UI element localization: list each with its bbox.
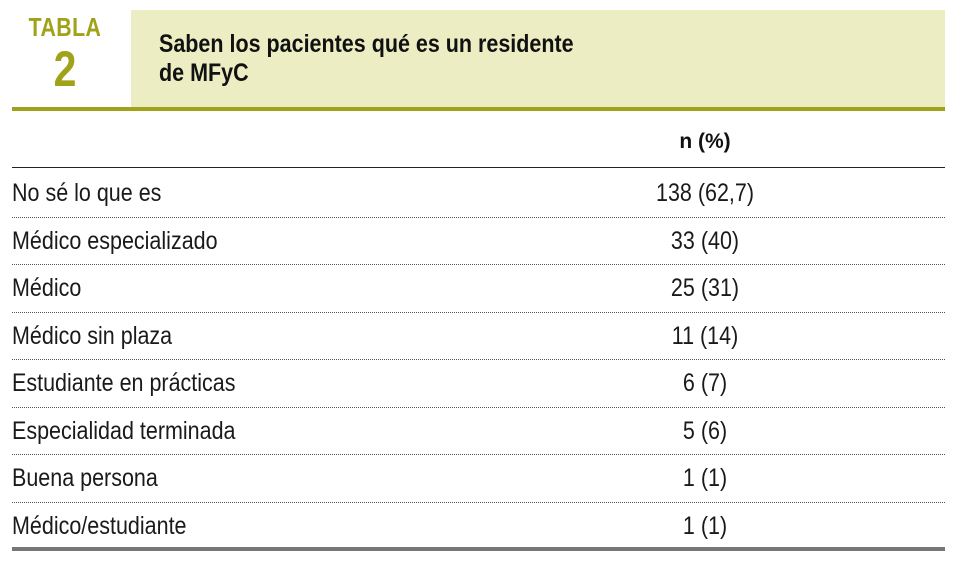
row-label: Especialidad terminada	[12, 416, 236, 445]
row-value: 25 (31)	[670, 274, 740, 302]
table-bottom-rule	[12, 547, 945, 551]
row-label: No sé lo que es	[12, 179, 162, 207]
row-label: Médico sin plaza	[12, 321, 173, 350]
table-row: Estudiante en prácticas 6 (7)	[12, 360, 945, 408]
row-value: 1 (1)	[682, 464, 728, 492]
table-row: Médico/estudiante 1 (1)	[12, 503, 945, 550]
table-label: TABLA 2	[12, 12, 118, 108]
table-row: Médico 25 (31)	[12, 265, 945, 313]
row-label: Médico/estudiante	[12, 511, 187, 540]
table-title-line-1: Saben los pacientes qué es un residente	[159, 30, 574, 58]
row-label: Médico	[12, 274, 82, 302]
table-row: Buena persona 1 (1)	[12, 455, 945, 503]
row-value: 5 (6)	[682, 416, 728, 445]
table-row: Médico sin plaza 11 (14)	[12, 313, 945, 360]
table-row: Especialidad terminada 5 (6)	[12, 408, 945, 455]
table-body: No sé lo que es 138 (62,7) Médico especi…	[12, 170, 945, 549]
table-number: 2	[53, 41, 77, 97]
title-banner	[131, 10, 945, 108]
row-label: Buena persona	[12, 464, 158, 492]
table-header: n (%)	[12, 121, 945, 168]
row-label: Médico especializado	[12, 226, 218, 255]
table-row: No sé lo que es 138 (62,7)	[12, 170, 945, 218]
table-title: Saben los pacientes qué es un residente …	[159, 30, 675, 88]
table-row: Médico especializado 33 (40)	[12, 218, 945, 265]
row-label: Estudiante en prácticas	[12, 369, 236, 397]
title-divider	[12, 107, 945, 111]
row-value: 138 (62,7)	[655, 179, 755, 207]
row-value: 33 (40)	[670, 226, 740, 255]
table-label-word: TABLA	[28, 12, 102, 42]
row-value: 1 (1)	[682, 511, 728, 540]
row-value: 11 (14)	[671, 321, 739, 350]
row-value: 6 (7)	[682, 369, 728, 397]
column-header-n-percent: n (%)	[679, 130, 731, 153]
table-title-line-2: de MFyC	[159, 59, 249, 87]
